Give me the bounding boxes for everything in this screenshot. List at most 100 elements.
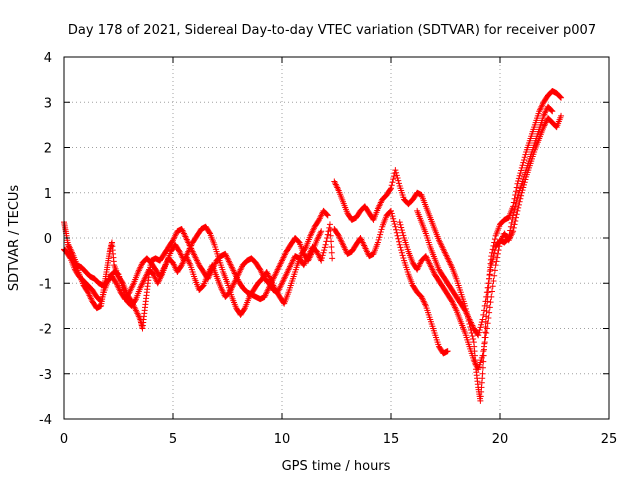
- data-point: [329, 255, 336, 262]
- data-point: [510, 228, 517, 235]
- series-trace-b: [61, 207, 331, 318]
- data-point: [507, 227, 514, 234]
- data-point: [295, 238, 302, 245]
- data-point: [518, 192, 525, 199]
- data-point: [520, 156, 527, 163]
- data-point: [328, 249, 335, 256]
- y-tick-label: 0: [44, 232, 52, 247]
- data-point: [84, 288, 91, 295]
- data-point: [510, 224, 517, 231]
- data-point: [522, 151, 529, 158]
- data-point: [481, 339, 488, 346]
- data-point: [319, 252, 326, 259]
- data-point: [487, 299, 494, 306]
- data-point: [206, 229, 213, 236]
- data-point: [481, 307, 488, 314]
- y-tick-label: 4: [44, 51, 52, 66]
- data-point: [461, 306, 468, 313]
- data-point: [483, 293, 490, 300]
- y-tick-label: -4: [39, 413, 52, 428]
- data-point: [399, 252, 406, 259]
- data-point: [328, 238, 335, 245]
- data-point: [488, 293, 495, 300]
- data-point: [485, 280, 492, 287]
- data-point: [513, 184, 520, 191]
- data-point: [390, 218, 397, 225]
- data-point: [486, 275, 493, 282]
- data-point: [516, 172, 523, 179]
- x-tick-label: 10: [274, 432, 291, 447]
- data-point: [510, 212, 517, 219]
- data-point: [388, 182, 395, 189]
- data-point: [324, 211, 331, 218]
- data-point: [322, 241, 329, 248]
- data-point: [489, 288, 496, 295]
- data-point: [112, 279, 119, 286]
- data-point: [517, 170, 524, 177]
- data-point: [324, 235, 331, 241]
- data-point: [388, 207, 394, 214]
- data-point: [324, 231, 331, 238]
- axis-ticks: 0 5 10 15 20 25 -4 -3 -2 -1 0 1 2 3 4: [39, 51, 617, 447]
- data-point: [375, 236, 382, 243]
- data-point: [395, 235, 402, 242]
- y-tick-label: 1: [44, 187, 52, 202]
- data-point: [326, 221, 333, 228]
- data-point: [395, 180, 402, 187]
- data-point: [318, 254, 325, 261]
- y-axis-label: SDTVAR / TECUs: [7, 185, 22, 292]
- data-point: [318, 228, 325, 235]
- y-tick-label: -1: [39, 277, 52, 292]
- series-trace-c: [65, 221, 336, 303]
- data-point: [489, 259, 496, 266]
- data-point: [320, 249, 327, 256]
- data-point: [510, 209, 517, 216]
- data-point: [390, 215, 397, 222]
- data-point: [470, 336, 477, 343]
- data-point: [480, 348, 487, 355]
- data-point: [490, 253, 497, 260]
- data-point: [388, 210, 395, 217]
- data-point: [392, 167, 399, 174]
- data-point: [483, 289, 490, 296]
- y-tick-label: -2: [39, 323, 52, 338]
- data-point: [376, 234, 383, 241]
- data-point: [390, 176, 397, 183]
- data-point: [324, 212, 331, 219]
- series-trace-f: [396, 112, 565, 373]
- data-point: [486, 271, 493, 278]
- chart-title: Day 178 of 2021, Sidereal Day-to-day VTE…: [68, 23, 596, 38]
- data-point: [377, 231, 384, 238]
- data-point: [507, 223, 514, 230]
- data-point: [389, 179, 396, 186]
- data-point: [398, 249, 405, 256]
- x-tick-label: 20: [492, 432, 509, 447]
- data-point: [125, 290, 132, 297]
- data-point: [482, 298, 489, 305]
- data-point: [512, 200, 519, 207]
- data-point: [315, 218, 322, 225]
- data-point: [321, 244, 328, 251]
- data-point: [388, 185, 394, 192]
- data-point: [491, 250, 498, 257]
- data-point: [378, 226, 385, 233]
- data-point: [485, 314, 492, 321]
- data-point: [549, 108, 556, 115]
- data-point: [393, 172, 400, 179]
- data-point: [491, 267, 498, 274]
- data-point: [334, 231, 341, 238]
- data-point: [256, 265, 263, 272]
- data-point: [398, 227, 405, 234]
- data-point: [476, 327, 483, 334]
- data-point: [397, 244, 404, 251]
- data-point: [327, 232, 334, 239]
- data-point: [444, 348, 451, 355]
- data-point: [175, 247, 182, 254]
- data-point: [475, 329, 482, 336]
- data-point: [504, 235, 511, 242]
- data-point: [478, 321, 485, 328]
- data-point: [478, 319, 485, 326]
- data-point: [399, 229, 406, 236]
- data-point: [398, 247, 405, 254]
- data-point: [493, 258, 500, 265]
